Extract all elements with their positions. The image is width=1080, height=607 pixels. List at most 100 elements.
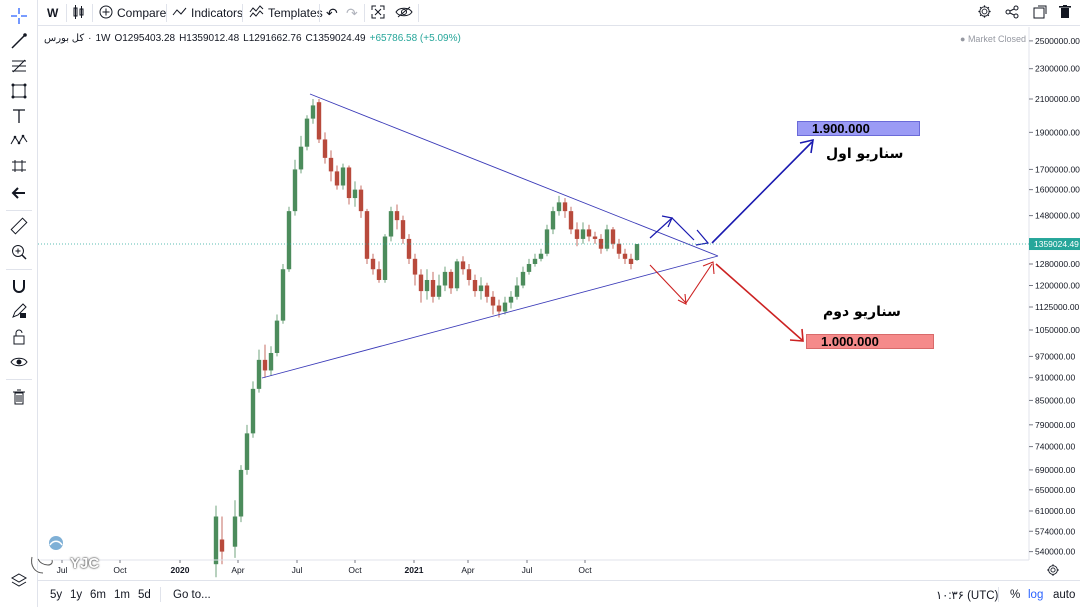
axis-settings-button[interactable]: [1046, 563, 1060, 577]
bottom-toolbar: 5y 1y 6m 1m 5d Go to... ۱۰:۳۶ (UTC) % lo…: [38, 580, 1080, 607]
object-tree-tool[interactable]: [9, 571, 29, 591]
symbol-name[interactable]: کل بورس: [44, 33, 85, 44]
share-button[interactable]: [1005, 0, 1019, 26]
hide-tool[interactable]: [9, 353, 29, 373]
time-tick-label: Apr: [231, 565, 244, 575]
chart-type-button[interactable]: [73, 0, 85, 26]
candle: [430, 271, 436, 303]
last-price-badge: [1029, 238, 1080, 251]
scenario-one-main-arrow[interactable]: [711, 141, 813, 244]
undo-button[interactable]: ↶: [326, 0, 338, 26]
compare-button[interactable]: Compare: [99, 0, 166, 26]
time-tick-label: 2021: [405, 565, 424, 575]
goto-button[interactable]: Go to...: [173, 581, 211, 607]
candle: [316, 99, 322, 144]
candle: [574, 222, 580, 247]
indicators-button[interactable]: Indicators: [172, 0, 243, 26]
percent-toggle[interactable]: %: [1010, 581, 1020, 607]
scenario-two-label[interactable]: سناریو دوم: [823, 304, 901, 320]
delete-button[interactable]: [1059, 0, 1071, 26]
lock-tool[interactable]: [9, 328, 29, 348]
remove-tool[interactable]: [9, 388, 29, 408]
price-axis[interactable]: 2500000.00 2300000.00 2100000.00 1900000.00…: [38, 27, 1080, 560]
magnet-tool[interactable]: [9, 277, 29, 297]
price-tick-label: 540000.00: [1035, 547, 1075, 557]
templates-label: Templates: [268, 6, 323, 20]
price-tick-label: 1700000.00: [1035, 164, 1080, 174]
undo-icon: ↶: [326, 4, 338, 21]
fullscreen-icon: [371, 5, 385, 22]
eye-off-icon: [395, 6, 413, 21]
scenario-one-label[interactable]: سناریو اول: [826, 146, 904, 162]
range-5d[interactable]: 5d: [138, 581, 151, 607]
pencil-lock-icon: [10, 302, 28, 323]
fullscreen-button[interactable]: [371, 0, 385, 26]
price-tick-label: 2100000.00: [1035, 94, 1080, 104]
interval-button[interactable]: W: [47, 0, 58, 26]
shape-tool[interactable]: [9, 82, 29, 102]
price-tick-label: 1125000.00: [1035, 302, 1080, 312]
redo-button[interactable]: ↷: [346, 0, 358, 26]
log-toggle[interactable]: log: [1028, 581, 1043, 607]
candle: [490, 291, 496, 315]
drawing-toolbar: [0, 0, 38, 607]
candlestick-series: [213, 99, 640, 578]
pattern-tool[interactable]: [9, 132, 29, 152]
trendline-tool[interactable]: [9, 32, 29, 52]
gear-icon: [977, 4, 992, 22]
scenario-one-small-arrow[interactable]: [649, 217, 695, 241]
back-tool[interactable]: [9, 184, 29, 204]
pattern-icon: [10, 132, 28, 153]
range-1m[interactable]: 1m: [114, 581, 130, 607]
range-6m-label: 6m: [90, 588, 106, 601]
range-1y[interactable]: 1y: [70, 581, 82, 607]
candle: [388, 206, 394, 242]
scenario-one-main-arrow-head: [799, 138, 814, 154]
price-tick-label: 2300000.00: [1035, 64, 1080, 74]
scenario-two-main-arrow[interactable]: [715, 263, 803, 341]
scenario-one-target-box[interactable]: 1.900.000: [797, 121, 920, 136]
measure-tool[interactable]: [9, 217, 29, 237]
legend-close: C1359024.49: [305, 33, 366, 44]
fib-tool[interactable]: [9, 57, 29, 77]
candle: [256, 349, 262, 393]
auto-toggle[interactable]: auto: [1053, 581, 1075, 607]
stay-drawing-tool[interactable]: [9, 302, 29, 322]
range-6m[interactable]: 6m: [90, 581, 106, 607]
zoom-tool[interactable]: [9, 243, 29, 263]
prediction-tool[interactable]: [9, 157, 29, 177]
rectangle-icon: [10, 82, 28, 103]
range-5y[interactable]: 5y: [50, 581, 62, 607]
candle: [268, 346, 274, 376]
templates-button[interactable]: Templates: [249, 0, 323, 26]
candle: [370, 253, 376, 275]
time-axis[interactable]: Jul Oct 2020 Apr Jul Oct 2021 Apr Jul Oct: [38, 559, 1029, 575]
market-status: ● Market Closed: [960, 34, 1026, 44]
utc-clock[interactable]: ۱۰:۳۶ (UTC): [936, 581, 998, 607]
candles-icon: [73, 4, 85, 22]
scenario-two-small-arrow[interactable]: [649, 263, 713, 304]
hide-drawings-button[interactable]: [395, 0, 413, 26]
scenario-two-target-box[interactable]: 1.000.000: [806, 334, 934, 349]
snapshot-button[interactable]: [1033, 0, 1047, 26]
candle: [232, 500, 238, 558]
candle: [262, 344, 268, 378]
triangle-upper-line[interactable]: [309, 93, 719, 257]
range-1m-label: 1m: [114, 588, 130, 601]
candle: [532, 253, 538, 267]
settings-button[interactable]: [977, 0, 992, 26]
scenario-two-target-value: 1.000.000: [821, 334, 879, 349]
auto-label: auto: [1053, 588, 1076, 601]
text-tool[interactable]: [9, 107, 29, 127]
log-label: log: [1028, 588, 1044, 601]
legend-low: L1291662.76: [243, 33, 302, 44]
candle: [580, 222, 586, 244]
legend-high: H1359012.48: [179, 33, 240, 44]
candle: [484, 282, 490, 303]
price-tick-label: 790000.00: [1035, 420, 1075, 430]
last-price-label: 1359024.49: [1034, 239, 1079, 249]
gear-icon: [1046, 564, 1060, 581]
crosshair-tool[interactable]: [9, 7, 29, 27]
triangle-lower-line[interactable]: [261, 255, 719, 379]
